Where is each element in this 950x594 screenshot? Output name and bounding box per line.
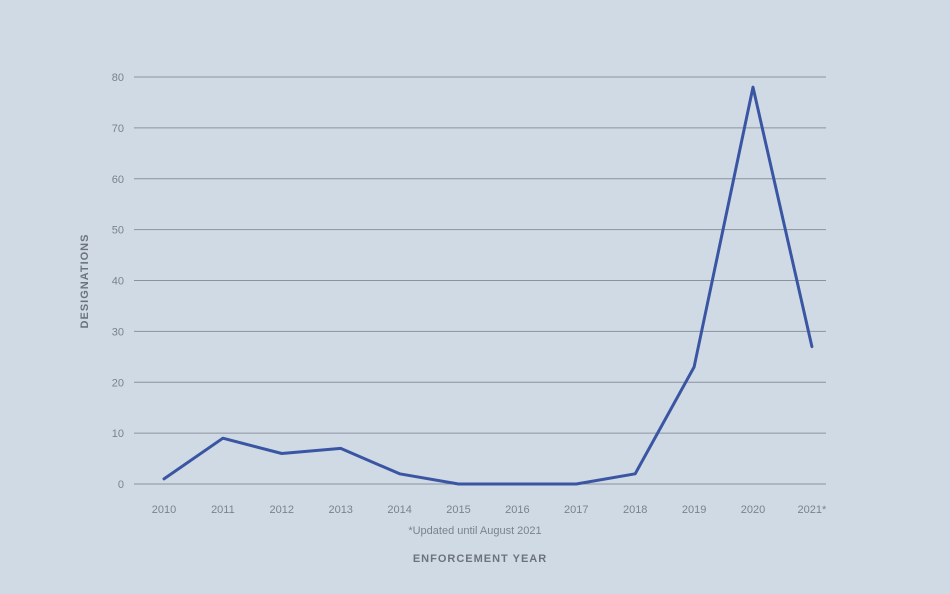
chart-note: *Updated until August 2021 (408, 525, 541, 537)
x-tick-label: 2017 (564, 504, 588, 516)
y-tick-label: 50 (112, 225, 124, 237)
y-tick-labels: 0 10 20 30 40 50 60 70 80 (112, 72, 124, 491)
x-tick-label: 2010 (152, 504, 176, 516)
y-tick-label: 70 (112, 123, 124, 135)
y-tick-label: 80 (112, 72, 124, 84)
x-tick-label: 2020 (741, 504, 765, 516)
x-tick-label: 2013 (328, 504, 352, 516)
y-tick-label: 0 (118, 479, 124, 491)
x-tick-label: 2014 (387, 504, 411, 516)
y-tick-label: 40 (112, 276, 124, 288)
series-line (162, 85, 814, 486)
gridlines (134, 76, 826, 485)
y-tick-label: 20 (112, 377, 124, 389)
x-tick-label: 2019 (682, 504, 706, 516)
x-tick-label: 2015 (446, 504, 470, 516)
x-tick-label: 2021* (798, 504, 827, 516)
x-tick-labels: 2010 2011 2012 2013 2014 2015 2016 2017 2018 2019… (152, 504, 827, 516)
x-tick-label: 2018 (623, 504, 647, 516)
x-tick-label: 2016 (505, 504, 529, 516)
x-tick-label: 2012 (270, 504, 294, 516)
x-axis-title: ENFORCEMENT YEAR (413, 553, 547, 565)
y-tick-label: 30 (112, 326, 124, 338)
y-tick-label: 10 (112, 428, 124, 440)
y-tick-label: 60 (112, 174, 124, 186)
x-tick-label: 2011 (211, 504, 235, 516)
y-axis-title: DESIGNATIONS (79, 234, 91, 329)
